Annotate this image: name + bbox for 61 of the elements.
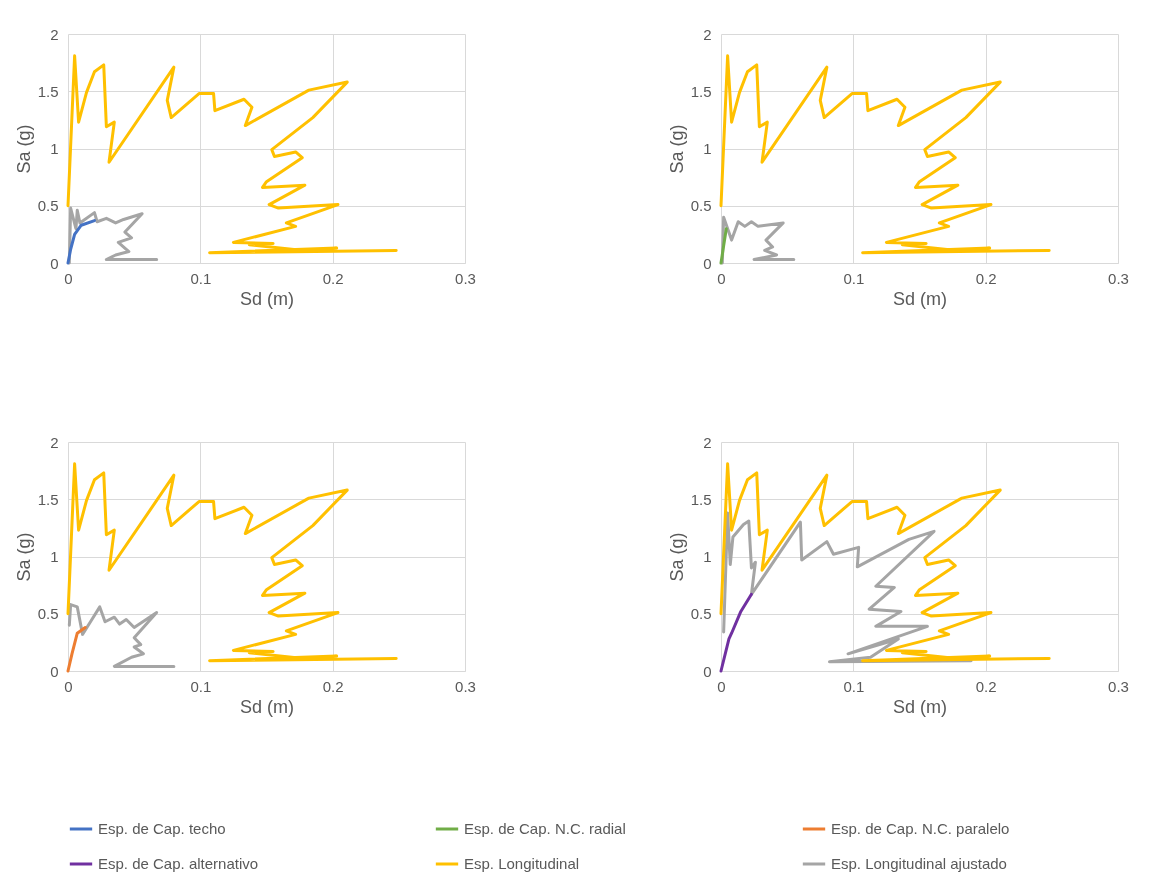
y-tick-label: 1.5 xyxy=(37,82,59,100)
line-series xyxy=(66,54,398,255)
x-tick-label: 0.3 xyxy=(1108,677,1129,695)
x-tick-label: 0 xyxy=(64,677,73,695)
y-tick-label: 0 xyxy=(703,662,712,680)
x-tick-label: 0.1 xyxy=(190,269,212,287)
x-tick-label: 0.3 xyxy=(1108,269,1129,287)
line-series xyxy=(720,215,796,265)
y-tick-label: 1 xyxy=(50,140,59,157)
line-series xyxy=(66,219,96,265)
x-tick-label: 0 xyxy=(717,677,726,695)
y-axis-title: Sa (g) xyxy=(13,124,34,174)
legend-label: Esp. Longitudinal xyxy=(464,855,580,872)
x-axis-title: Sd (m) xyxy=(893,696,947,717)
x-tick-label: 0.2 xyxy=(322,269,344,287)
y-tick-label: 1 xyxy=(703,140,712,157)
y-tick-label: 0.5 xyxy=(37,605,59,623)
y-tick-label: 2 xyxy=(50,433,59,451)
y-tick-label: 1.5 xyxy=(690,490,712,508)
line-series xyxy=(67,603,176,668)
legend-label: Esp. de Cap. N.C. radial xyxy=(464,820,626,837)
x-axis-title: Sd (m) xyxy=(240,288,294,309)
y-tick-label: 1 xyxy=(703,548,712,565)
line-series xyxy=(719,462,1051,663)
y-tick-label: 0 xyxy=(50,662,59,680)
legend-label: Esp. de Cap. alternativo xyxy=(98,855,259,872)
y-tick-label: 2 xyxy=(703,433,712,451)
line-series xyxy=(66,462,398,663)
y-tick-label: 1.5 xyxy=(690,82,712,100)
line-series xyxy=(719,592,753,673)
line-series xyxy=(719,54,1051,255)
y-tick-label: 0.5 xyxy=(37,197,59,215)
line-series xyxy=(66,625,87,673)
line-series xyxy=(67,206,159,265)
legend-label: Esp. de Cap. N.C. paralelo xyxy=(831,820,1010,837)
legend-label: Esp. de Cap. techo xyxy=(98,820,226,837)
y-tick-label: 1.5 xyxy=(37,490,59,508)
y-tick-label: 0 xyxy=(703,254,712,272)
y-axis-title: Sa (g) xyxy=(666,124,687,174)
y-tick-label: 0.5 xyxy=(690,605,712,623)
x-tick-label: 0.3 xyxy=(455,677,476,695)
legend-label: Esp. Longitudinal ajustado xyxy=(831,855,1007,872)
x-tick-label: 0.1 xyxy=(190,677,212,695)
x-tick-label: 0.1 xyxy=(843,677,865,695)
x-tick-label: 0.2 xyxy=(322,677,344,695)
x-tick-label: 0 xyxy=(717,269,726,287)
y-axis-title: Sa (g) xyxy=(13,532,34,582)
y-tick-label: 2 xyxy=(703,25,712,43)
x-tick-label: 0 xyxy=(64,269,73,287)
y-tick-label: 0 xyxy=(50,254,59,272)
x-axis-title: Sd (m) xyxy=(240,696,294,717)
y-tick-label: 2 xyxy=(50,25,59,43)
x-axis-title: Sd (m) xyxy=(893,288,947,309)
x-tick-label: 0.2 xyxy=(975,269,997,287)
y-axis-title: Sa (g) xyxy=(666,532,687,582)
x-tick-label: 0.1 xyxy=(843,269,865,287)
y-tick-label: 0.5 xyxy=(690,197,712,215)
line-series xyxy=(722,511,973,664)
y-tick-label: 1 xyxy=(50,548,59,565)
x-tick-label: 0.2 xyxy=(975,677,997,695)
x-tick-label: 0.3 xyxy=(455,269,476,287)
